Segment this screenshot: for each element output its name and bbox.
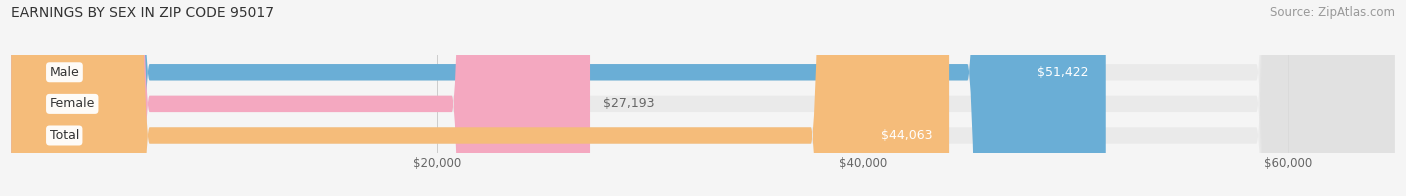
FancyBboxPatch shape [11, 0, 1105, 196]
Text: Female: Female [49, 97, 96, 110]
Text: Total: Total [49, 129, 79, 142]
FancyBboxPatch shape [11, 0, 1395, 196]
Text: $44,063: $44,063 [880, 129, 932, 142]
Text: $27,193: $27,193 [603, 97, 654, 110]
FancyBboxPatch shape [11, 0, 1395, 196]
Text: EARNINGS BY SEX IN ZIP CODE 95017: EARNINGS BY SEX IN ZIP CODE 95017 [11, 6, 274, 20]
FancyBboxPatch shape [11, 0, 949, 196]
Text: Male: Male [49, 66, 79, 79]
FancyBboxPatch shape [11, 0, 591, 196]
FancyBboxPatch shape [11, 0, 1395, 196]
Text: $51,422: $51,422 [1038, 66, 1088, 79]
Text: Source: ZipAtlas.com: Source: ZipAtlas.com [1270, 6, 1395, 19]
